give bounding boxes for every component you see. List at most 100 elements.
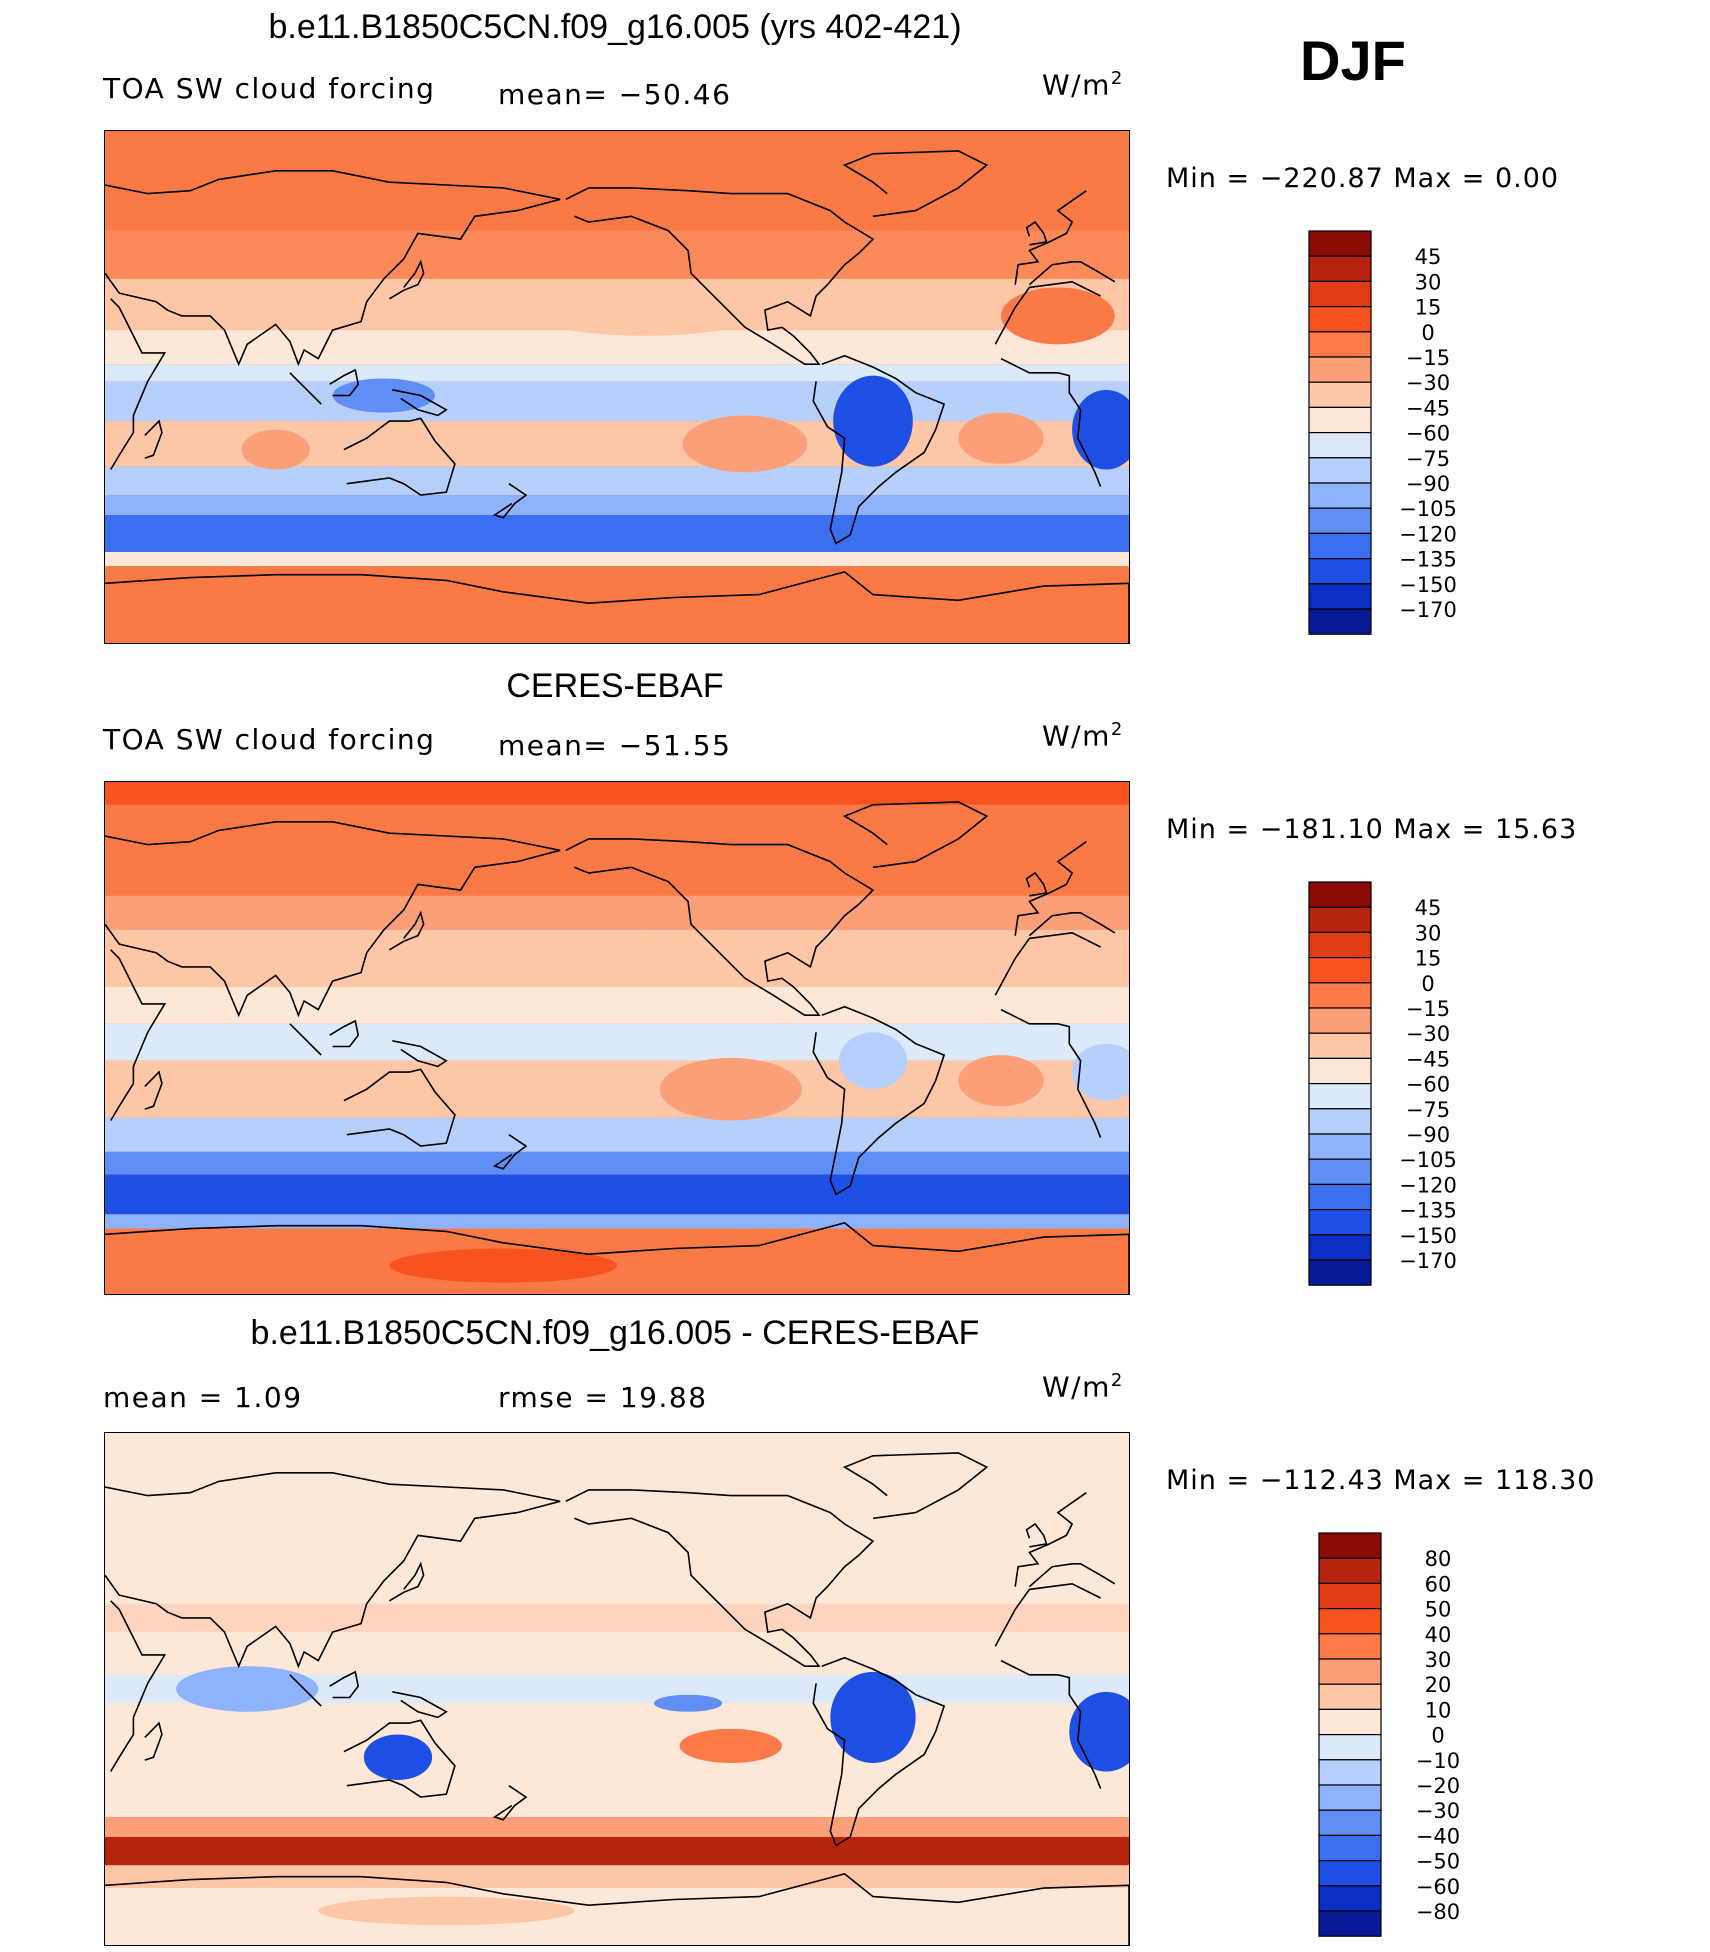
colorbar-box-9 <box>1308 457 1372 484</box>
coastline-10 <box>492 483 528 519</box>
coastline-10 <box>492 1134 528 1170</box>
colorbar-box-8 <box>1318 1734 1382 1761</box>
colorbar-box-5 <box>1308 356 1372 383</box>
colorbar-box-2 <box>1318 1582 1382 1610</box>
coastline-13 <box>392 1691 448 1719</box>
contour-band-2 <box>105 895 1129 930</box>
coastline-1 <box>105 170 1116 367</box>
contour-band-0 <box>105 131 1129 231</box>
colorbar-label-8: −10 <box>1416 1749 1460 1773</box>
contour-band-4 <box>105 364 1129 382</box>
units-label: W/m2 <box>1042 68 1124 102</box>
panel-title: b.e11.B1850C5CN.f09_g16.005 (yrs 402-421… <box>268 8 962 46</box>
coastline-0 <box>110 931 1102 1138</box>
colorbar-box-1 <box>1318 1557 1382 1585</box>
colorbar-label-1: 60 <box>1425 1572 1452 1596</box>
contour-band-0 <box>105 1433 1129 1604</box>
contour-region-7 <box>1001 287 1115 345</box>
colorbar-box-15 <box>1318 1910 1382 1937</box>
colorbar-box-7 <box>1318 1708 1382 1736</box>
colorbar-box-11 <box>1318 1809 1382 1837</box>
contour-band-3 <box>105 330 1129 365</box>
units-label: W/m2 <box>1042 1370 1124 1404</box>
contour-region-1 <box>830 1671 916 1763</box>
coastline-7 <box>144 1070 163 1110</box>
colorbar-label-3: 0 <box>1421 321 1434 345</box>
contour-region-2 <box>958 1055 1044 1107</box>
colorbar-label-1: 30 <box>1415 270 1442 294</box>
colorbar-label-11: −120 <box>1399 522 1457 546</box>
contour-band-1 <box>105 804 1129 896</box>
variable-label: TOA SW cloud forcing <box>103 72 436 105</box>
contour-band-1 <box>105 230 1129 279</box>
coastline-2 <box>343 1068 456 1147</box>
colorbar-box-8 <box>1308 432 1372 459</box>
coastline-11 <box>329 1670 360 1699</box>
colorbar-label-10: −30 <box>1416 1799 1460 1823</box>
colorbar-label-9: −90 <box>1406 472 1450 496</box>
colorbar-box-10 <box>1308 482 1372 509</box>
coastline-6 <box>105 1873 1129 1945</box>
map-svg <box>105 1433 1129 1945</box>
colorbar-label-3: 0 <box>1421 972 1434 996</box>
contour-band-0 <box>105 782 1129 805</box>
map-model <box>104 130 1130 644</box>
colorbar-label-9: −90 <box>1406 1123 1450 1147</box>
contour-region-5 <box>389 1248 617 1283</box>
colorbar-box-12 <box>1308 532 1372 560</box>
contour-region-0 <box>517 929 774 987</box>
contour-band-1 <box>105 1603 1129 1633</box>
colorbar-obs: 45 30 15 0 −15 −30 −45 −60 −75 −90 −105 −120 −135 −15… <box>1308 881 1478 1288</box>
contour-region-6 <box>318 1896 575 1926</box>
contour-band-7 <box>105 1117 1129 1152</box>
colorbar-svg: 4530150−15−30−45−60−75−90−105−120−135−15… <box>1308 230 1457 635</box>
coastline-12 <box>289 372 322 405</box>
contour-band-11 <box>105 566 1129 643</box>
contour-band-5 <box>105 381 1129 422</box>
colorbar-box-15 <box>1308 608 1372 635</box>
colorbar-box-15 <box>1308 1259 1372 1286</box>
colorbar-label-5: −30 <box>1406 1022 1450 1046</box>
contour-band-4 <box>105 986 1129 1024</box>
coastline-12 <box>289 1023 322 1056</box>
coastline-11 <box>329 368 360 397</box>
contour-band-10 <box>105 551 1129 567</box>
contour-band-8 <box>105 495 1129 515</box>
coastline-6 <box>105 1222 1129 1294</box>
colorbar-difference: 80 60 50 40 30 20 10 0 −10 −20 −30 −40 −50 −60 −80 <box>1318 1532 1488 1939</box>
season-label: DJF <box>1300 29 1406 92</box>
colorbar-box-13 <box>1308 1209 1372 1236</box>
contour-band-7 <box>105 466 1129 496</box>
colorbar-box-7 <box>1308 406 1372 434</box>
colorbar-box-3 <box>1318 1607 1382 1635</box>
coastline-2 <box>343 417 456 496</box>
colorbar-label-14: −170 <box>1399 1249 1457 1273</box>
contour-band-5 <box>105 1023 1129 1061</box>
mean-label: mean= −50.46 <box>498 78 732 111</box>
colorbar-box-6 <box>1308 381 1372 408</box>
colorbar-label-7: 0 <box>1431 1724 1444 1748</box>
colorbar-label-4: 30 <box>1425 1648 1452 1672</box>
colorbar-label-6: 10 <box>1425 1698 1452 1722</box>
map-svg <box>105 131 1129 643</box>
coastline-2 <box>343 1719 456 1798</box>
contour-region-3 <box>176 1666 319 1712</box>
colorbar-box-1 <box>1308 255 1372 283</box>
coastline-7 <box>144 419 163 459</box>
colorbar-box-5 <box>1318 1658 1382 1685</box>
contour-band-11 <box>105 1228 1129 1294</box>
colorbar-label-8: −75 <box>1406 1098 1450 1122</box>
coastline-4 <box>812 1656 946 1847</box>
contour-band-9 <box>105 1174 1129 1215</box>
colorbar-label-12: −50 <box>1416 1850 1460 1874</box>
colorbar-box-0 <box>1308 230 1372 257</box>
colorbar-box-0 <box>1318 1532 1382 1559</box>
colorbar-label-6: −45 <box>1406 1047 1450 1071</box>
coastline-12 <box>289 1674 322 1707</box>
colorbar-box-7 <box>1308 1057 1372 1085</box>
colorbar-box-14 <box>1308 1234 1372 1261</box>
colorbar-svg: 4530150−15−30−45−60−75−90−105−120−135−15… <box>1308 881 1457 1286</box>
colorbar-label-2: 15 <box>1415 947 1442 971</box>
coastline-5 <box>842 1452 989 1520</box>
colorbar-label-11: −40 <box>1416 1824 1460 1848</box>
